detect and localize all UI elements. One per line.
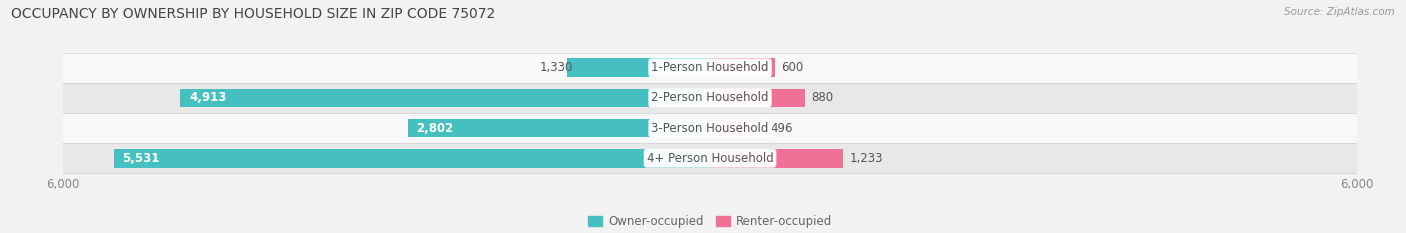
Text: 4,913: 4,913 — [188, 91, 226, 104]
Bar — [710, 58, 775, 77]
Bar — [567, 58, 710, 77]
Text: 2-Person Household: 2-Person Household — [651, 91, 769, 104]
Bar — [710, 119, 763, 137]
Bar — [63, 143, 1357, 173]
Bar — [114, 149, 710, 168]
Text: 496: 496 — [770, 122, 793, 135]
Text: 3-Person Household: 3-Person Household — [651, 122, 769, 135]
Bar — [408, 119, 710, 137]
Text: 5,531: 5,531 — [122, 152, 160, 165]
Text: 880: 880 — [811, 91, 834, 104]
Text: Source: ZipAtlas.com: Source: ZipAtlas.com — [1284, 7, 1395, 17]
Text: 1,233: 1,233 — [849, 152, 883, 165]
Text: 1-Person Household: 1-Person Household — [651, 61, 769, 74]
Text: 600: 600 — [782, 61, 803, 74]
Bar — [710, 89, 804, 107]
Bar — [63, 83, 1357, 113]
Bar — [710, 149, 844, 168]
Bar — [63, 53, 1357, 83]
Text: 2,802: 2,802 — [416, 122, 454, 135]
Text: 4+ Person Household: 4+ Person Household — [647, 152, 773, 165]
Legend: Owner-occupied, Renter-occupied: Owner-occupied, Renter-occupied — [583, 211, 837, 233]
Text: OCCUPANCY BY OWNERSHIP BY HOUSEHOLD SIZE IN ZIP CODE 75072: OCCUPANCY BY OWNERSHIP BY HOUSEHOLD SIZE… — [11, 7, 495, 21]
Text: 1,330: 1,330 — [540, 61, 574, 74]
Bar — [180, 89, 710, 107]
Bar — [63, 113, 1357, 143]
